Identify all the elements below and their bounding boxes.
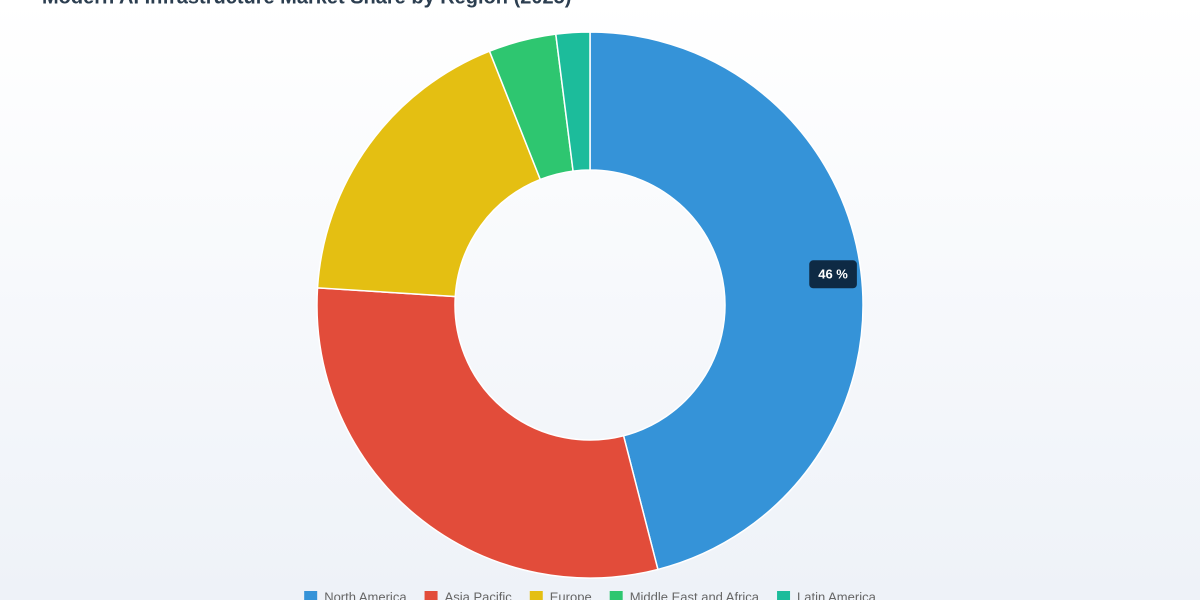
legend-swatch bbox=[304, 591, 318, 600]
legend-label: Latin America bbox=[797, 589, 877, 600]
chart-title: Modern AI Infrastructure Market Share by… bbox=[42, 0, 571, 8]
legend: North America Asia Pacific Europe Middle Ea… bbox=[304, 589, 877, 600]
legend-label: Middle East and Africa bbox=[630, 589, 760, 600]
legend-label: North America bbox=[324, 589, 407, 600]
donut-slice bbox=[316, 287, 659, 579]
donut-slice bbox=[554, 31, 591, 172]
value-label-text: 46 % bbox=[818, 267, 848, 282]
legend-label: Europe bbox=[550, 589, 592, 600]
value-label-box bbox=[809, 260, 857, 289]
legend-swatch bbox=[424, 591, 438, 600]
value-label: 46 % bbox=[809, 260, 857, 289]
legend-swatch bbox=[609, 591, 623, 600]
legend-swatch bbox=[777, 591, 791, 600]
legend-label: Asia Pacific bbox=[445, 589, 513, 600]
donut-slice bbox=[316, 50, 542, 298]
legend-swatch bbox=[529, 591, 543, 600]
donut-slice bbox=[589, 31, 864, 571]
